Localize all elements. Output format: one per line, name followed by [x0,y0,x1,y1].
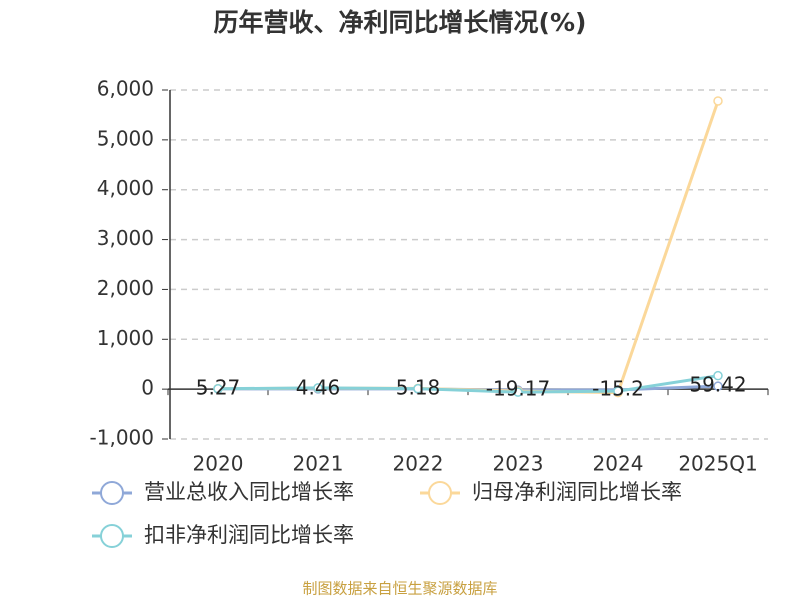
data-point [713,96,723,106]
data-label: 5.18 [396,375,441,399]
source-note: 制图数据来自恒生聚源数据库 [302,580,497,598]
data-label: 59.42 [689,373,746,397]
x-tick-label: 2023 [493,452,544,476]
legend-marker [100,481,124,505]
data-point [713,370,723,381]
y-tick-label: -1,000 [90,426,154,450]
x-tick-label: 2024 [593,452,644,476]
x-tick-label: 2022 [393,452,444,476]
x-tick-label: 2021 [293,452,344,476]
y-tick-label: 1,000 [97,326,154,350]
y-tick-label: 2,000 [97,276,154,300]
y-tick-label: 6,000 [97,77,154,101]
legend-marker [100,524,124,548]
y-tick-label: 5,000 [97,126,154,150]
data-label: 4.46 [296,375,341,399]
x-tick-label: 2025Q1 [678,452,757,476]
data-point [613,386,623,396]
legend-label: 营业总收入同比增长率 [144,480,354,504]
legend-label: 归母净利润同比增长率 [472,480,682,504]
y-tick-label: 3,000 [97,226,154,250]
data-point [313,383,323,393]
data-point [413,383,423,394]
data-label: -15.2 [592,376,644,400]
data-label: 5.27 [196,375,241,399]
chart-title: 历年营收、净利同比增长情况(%) [214,8,587,37]
legend-marker [428,481,452,505]
x-tick-label: 2020 [193,452,244,476]
y-tick-label: 4,000 [97,176,154,200]
legend-label: 扣非净利润同比增长率 [144,523,354,547]
series-line [217,374,719,394]
data-label: -19.17 [486,377,550,401]
data-point [713,381,723,391]
series-line [217,100,720,395]
y-tick-label: 0 [141,376,154,400]
data-point [513,387,523,397]
data-point [213,383,223,394]
